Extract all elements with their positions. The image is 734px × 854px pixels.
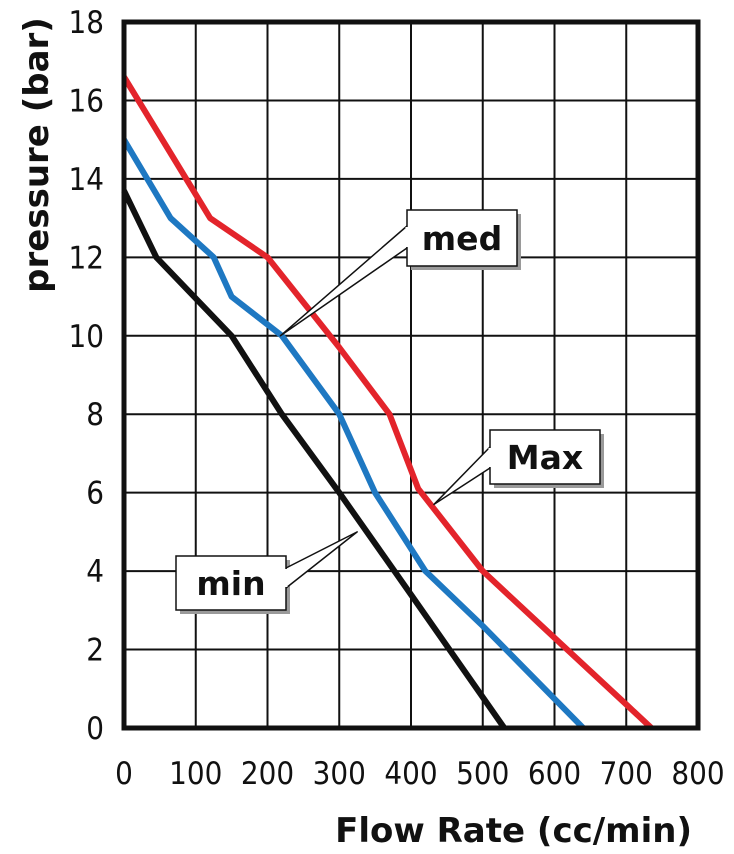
x-tick-label: 400 [384,756,437,792]
callout-max: Max [433,429,604,506]
x-tick-label: 200 [241,756,294,792]
x-tick-label: 300 [313,756,366,792]
grid [124,22,698,728]
callouts: med Max min [175,209,604,614]
plot-border [121,19,701,731]
y-tick-label: 12 [69,240,104,276]
x-axis-title: Flow Rate (cc/min) [335,811,692,851]
callout-med: med [279,209,521,337]
series-line-min [121,189,507,730]
callout-box [489,429,601,485]
x-tick-label: 800 [671,756,724,792]
x-tick-label: 600 [528,756,581,792]
callout-pointer [433,446,491,506]
y-tick-label: 2 [86,633,104,669]
callout-pointer [285,531,358,589]
y-axis-title: pressure (bar) [17,17,57,293]
callout-box [406,209,518,267]
y-tick-label: 18 [69,5,104,41]
y-tick-label: 10 [69,319,104,355]
series-lines [121,75,654,731]
x-tick-label: 0 [115,756,133,792]
y-tick-label: 6 [86,476,104,512]
series-line-max [121,75,654,731]
series-line-med [121,138,586,731]
y-tick-label: 8 [86,397,104,433]
x-tick-label: 100 [169,756,222,792]
y-tick-label: 4 [86,554,104,590]
callout-label: min [196,564,265,603]
callout-label: Max [507,438,583,477]
y-tick-label: 14 [69,162,104,198]
y-tick-label: 0 [86,711,104,747]
y-tick-label: 16 [69,83,104,119]
tick-labels: 0 100 200 300 400 500 600 700 800 0 2 4 6 8 10 12 14 16 18 [69,5,725,792]
x-tick-label: 500 [456,756,509,792]
plot-frame [121,19,701,731]
x-tick-label: 700 [600,756,653,792]
callout-label: med [422,219,502,258]
callout-pointer [279,225,408,337]
callout-min: min [175,531,358,614]
